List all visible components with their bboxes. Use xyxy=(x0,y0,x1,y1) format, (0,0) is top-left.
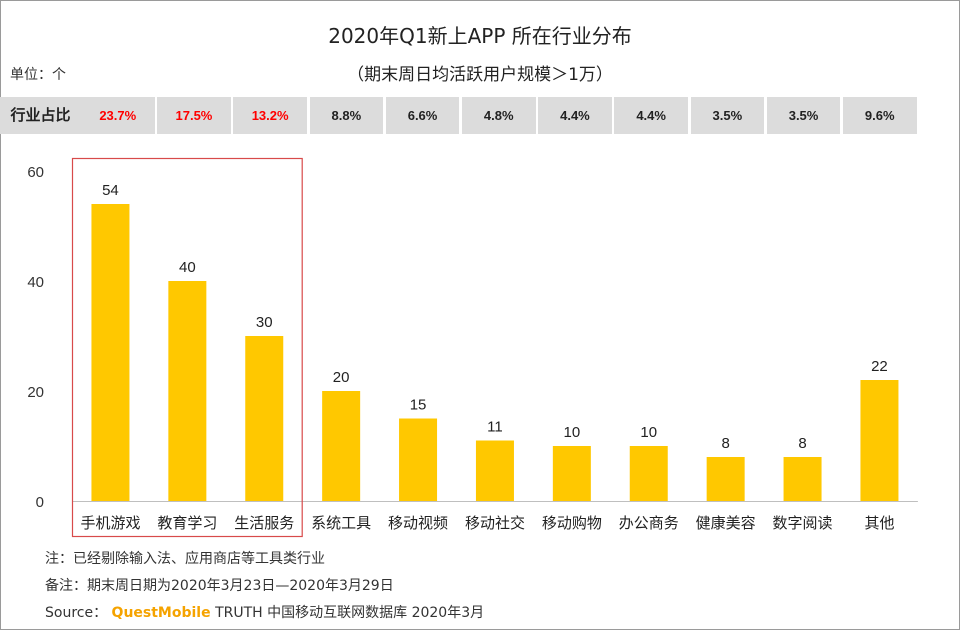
data-label: 54 xyxy=(102,182,119,199)
source-suffix: TRUTH 中国移动互联网数据库 2020年3月 xyxy=(215,605,485,621)
bar xyxy=(91,204,130,501)
source-prefix: Source： xyxy=(45,605,108,621)
share-value: 4.4% xyxy=(538,97,612,134)
y-tick-label: 40 xyxy=(27,274,44,291)
data-label: 20 xyxy=(333,369,350,386)
unit-label: 单位：个 xyxy=(10,67,66,83)
category-label: 移动社交 xyxy=(465,514,525,532)
category-label: 健康美容 xyxy=(696,514,756,532)
share-value: 23.7% xyxy=(81,97,155,134)
category-label: 其他 xyxy=(864,514,894,532)
bar xyxy=(245,336,284,501)
bar xyxy=(860,380,899,501)
y-tick-label: 60 xyxy=(27,164,44,181)
note-period: 备注：期末周日期为2020年3月23日—2020年3月29日 xyxy=(45,578,394,594)
data-label: 40 xyxy=(179,259,196,276)
data-label: 10 xyxy=(564,424,581,441)
bar xyxy=(168,281,207,501)
source-line: Source： QuestMobile TRUTH 中国移动互联网数据库 202… xyxy=(45,602,484,622)
y-tick-label: 0 xyxy=(36,494,44,511)
share-row-label: 行业占比 xyxy=(0,97,81,134)
y-tick-label: 20 xyxy=(27,384,44,401)
category-label: 系统工具 xyxy=(311,514,371,532)
bar xyxy=(783,457,822,501)
category-label: 数字阅读 xyxy=(773,514,833,532)
note-excluded: 注：已经剔除输入法、应用商店等工具类行业 xyxy=(45,551,325,567)
data-label: 10 xyxy=(640,424,657,441)
share-value: 3.5% xyxy=(766,97,841,134)
category-label: 办公商务 xyxy=(619,514,679,532)
bar xyxy=(475,440,514,501)
share-value: 4.8% xyxy=(462,97,536,134)
share-value: 9.6% xyxy=(843,97,917,134)
highlight-box xyxy=(71,157,303,538)
share-value: 6.6% xyxy=(385,97,460,134)
bar xyxy=(552,446,591,501)
share-value: 3.5% xyxy=(690,97,765,134)
bar xyxy=(706,457,745,501)
category-label: 移动购物 xyxy=(542,514,602,532)
category-label: 移动视频 xyxy=(388,514,448,532)
data-label: 8 xyxy=(721,435,729,452)
bar xyxy=(629,446,668,501)
chart-title: 2020年Q1新上APP 所在行业分布 xyxy=(328,24,632,48)
share-value: 13.2% xyxy=(233,97,307,134)
share-value: 8.8% xyxy=(309,97,384,134)
data-label: 22 xyxy=(871,358,888,375)
chart-subtitle: （期末周日均活跃用户规模＞1万） xyxy=(347,65,613,85)
category-label: 手机游戏 xyxy=(80,514,140,532)
data-label: 30 xyxy=(256,314,273,331)
industry-share-row: 行业占比 23.7% 17.5% 13.2% 8.8% 6.6% 4.8% 4.4% 4.4%… xyxy=(0,97,917,134)
category-label: 教育学习 xyxy=(157,514,217,532)
data-label: 11 xyxy=(487,419,503,436)
bar xyxy=(322,391,361,501)
share-value: 17.5% xyxy=(157,97,231,134)
category-label: 生活服务 xyxy=(234,514,294,532)
bar xyxy=(399,418,438,501)
data-label: 15 xyxy=(410,397,427,414)
data-label: 8 xyxy=(798,435,806,452)
share-value: 4.4% xyxy=(614,97,688,134)
source-brand: QuestMobile xyxy=(111,605,211,621)
